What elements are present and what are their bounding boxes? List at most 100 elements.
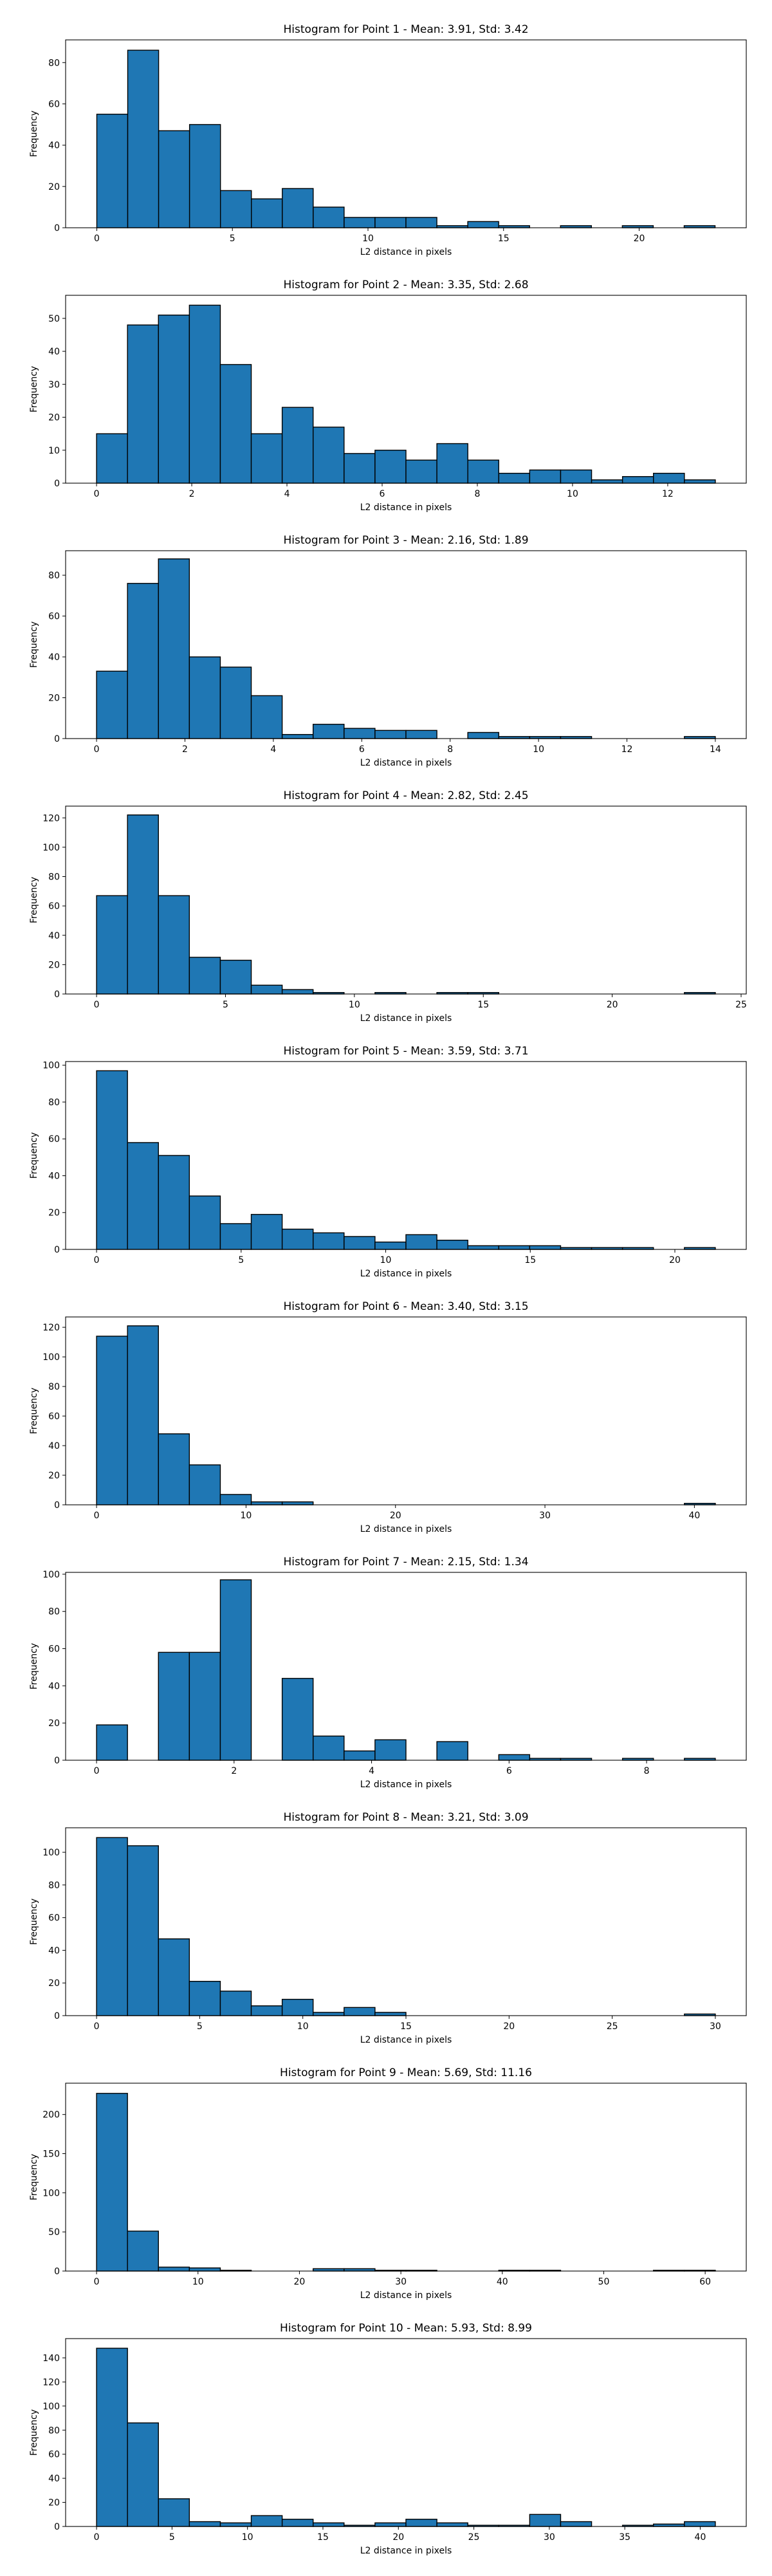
histogram-bar [436,1741,468,1761]
x-tick-label: 40 [497,2277,508,2287]
histogram-bar [188,304,221,484]
x-tick-label: 10 [192,2277,204,2287]
histogram-bar [344,217,376,228]
x-tick-label: 30 [395,2277,407,2287]
y-tick-label: 150 [42,2149,60,2160]
y-tick-label: 0 [54,2267,60,2277]
histogram-bar [127,50,160,228]
histogram-bar [374,450,407,484]
x-tick-label: 25 [468,2532,480,2543]
y-tick-label: 100 [42,1352,60,1363]
y-tick-label: 200 [42,2110,60,2121]
y-tick-label: 20 [48,2498,60,2508]
histogram-bar [250,1501,283,1505]
y-tick-label: 0 [54,734,60,744]
x-tick-label: 5 [197,2021,203,2032]
histogram-bar [96,1336,128,1505]
x-tick-label: 0 [94,2532,100,2543]
y-tick-label: 80 [48,1881,60,1891]
histogram-bar [219,2522,252,2527]
y-tick-label: 100 [42,1061,60,1071]
axes-frame [65,295,747,484]
x-tick-label: 60 [699,2277,711,2287]
histogram-bar [281,989,314,995]
histogram-bar [188,656,221,739]
x-tick-label: 0 [94,744,100,755]
histogram-panel-7: Histogram for Point 7 - Mean: 2.15, Std:… [29,1556,747,1790]
y-tick-label: 20 [48,1978,60,1989]
histogram-bar [127,1325,159,1505]
histogram-bar [219,667,252,739]
y-tick-label: 60 [48,1412,60,1422]
y-tick-label: 80 [48,1098,60,1108]
histogram-bar [158,2267,190,2272]
y-tick-label: 20 [48,1471,60,1481]
histogram-bar [313,1735,345,1761]
histogram-bar [188,2521,221,2527]
chart-title: Histogram for Point 7 - Mean: 2.15, Std:… [283,1556,528,1569]
y-axis-label: Frequency [29,1388,39,1434]
axes-frame [65,1572,747,1761]
x-tick-label: 0 [94,1255,100,1265]
x-tick-label: 35 [619,2532,630,2543]
y-axis-label: Frequency [29,621,39,668]
chart-title: Histogram for Point 5 - Mean: 3.59, Std:… [283,1045,528,1058]
x-tick-label: 10 [533,744,544,755]
y-tick-label: 40 [48,652,60,663]
histogram-bar [250,2005,283,2016]
histogram-bar [96,2093,128,2272]
x-tick-label: 0 [94,234,100,244]
x-tick-label: 0 [94,2021,100,2032]
x-tick-label: 30 [710,2021,721,2032]
y-axis-label: Frequency [29,877,39,923]
x-tick-label: 20 [669,1255,681,1265]
x-axis-label: L2 distance in pixels [360,247,452,257]
histogram-bar [653,2523,685,2527]
x-tick-label: 12 [662,489,674,499]
histogram-bar [498,1245,531,1250]
y-tick-label: 0 [54,2522,60,2532]
x-tick-label: 2 [182,744,188,755]
histogram-bar [188,1464,221,1505]
histogram-bar [344,1236,376,1250]
x-tick-label: 20 [392,2532,404,2543]
x-axis-label: L2 distance in pixels [360,1524,452,1534]
histogram-bar [281,1228,314,1250]
x-tick-label: 0 [94,1766,100,1776]
histogram-bar [127,1142,159,1250]
chart-title: Histogram for Point 10 - Mean: 5.93, Std… [280,2322,532,2335]
y-tick-label: 0 [54,1245,60,1255]
x-tick-label: 4 [270,744,276,755]
histogram-bar [374,1241,407,1250]
histogram-bar [219,1991,252,2016]
x-tick-label: 10 [362,234,374,244]
x-tick-label: 8 [475,489,481,499]
y-tick-label: 80 [48,1382,60,1392]
histogram-panel-10: Histogram for Point 10 - Mean: 5.93, Std… [29,2322,747,2556]
y-tick-label: 120 [42,813,60,823]
y-tick-label: 10 [48,446,60,456]
x-tick-label: 14 [710,744,721,755]
x-tick-label: 50 [598,2277,610,2287]
histogram-bar [529,469,562,484]
y-tick-label: 50 [48,2227,60,2238]
chart-title: Histogram for Point 8 - Mean: 3.21, Std:… [283,1811,528,1824]
histogram-bar [374,2012,407,2016]
histogram-bar [405,459,437,484]
histogram-bar [250,695,283,739]
histogram-bar [498,1754,531,1761]
x-tick-label: 2 [189,489,195,499]
histogram-panel-5: Histogram for Point 5 - Mean: 3.59, Std:… [29,1045,747,1279]
y-axis-label: Frequency [29,111,39,157]
x-tick-label: 6 [359,744,365,755]
y-axis-label: Frequency [29,2409,39,2456]
y-axis-label: Frequency [29,1643,39,1689]
histogram-bar [684,2521,716,2527]
histogram-bar [529,2514,562,2527]
y-tick-label: 100 [42,843,60,853]
histogram-panel-8: Histogram for Point 8 - Mean: 3.21, Std:… [29,1811,747,2045]
histogram-bar [96,1070,128,1250]
histogram-bar [219,959,252,995]
histogram-panel-3: Histogram for Point 3 - Mean: 2.16, Std:… [29,534,747,768]
